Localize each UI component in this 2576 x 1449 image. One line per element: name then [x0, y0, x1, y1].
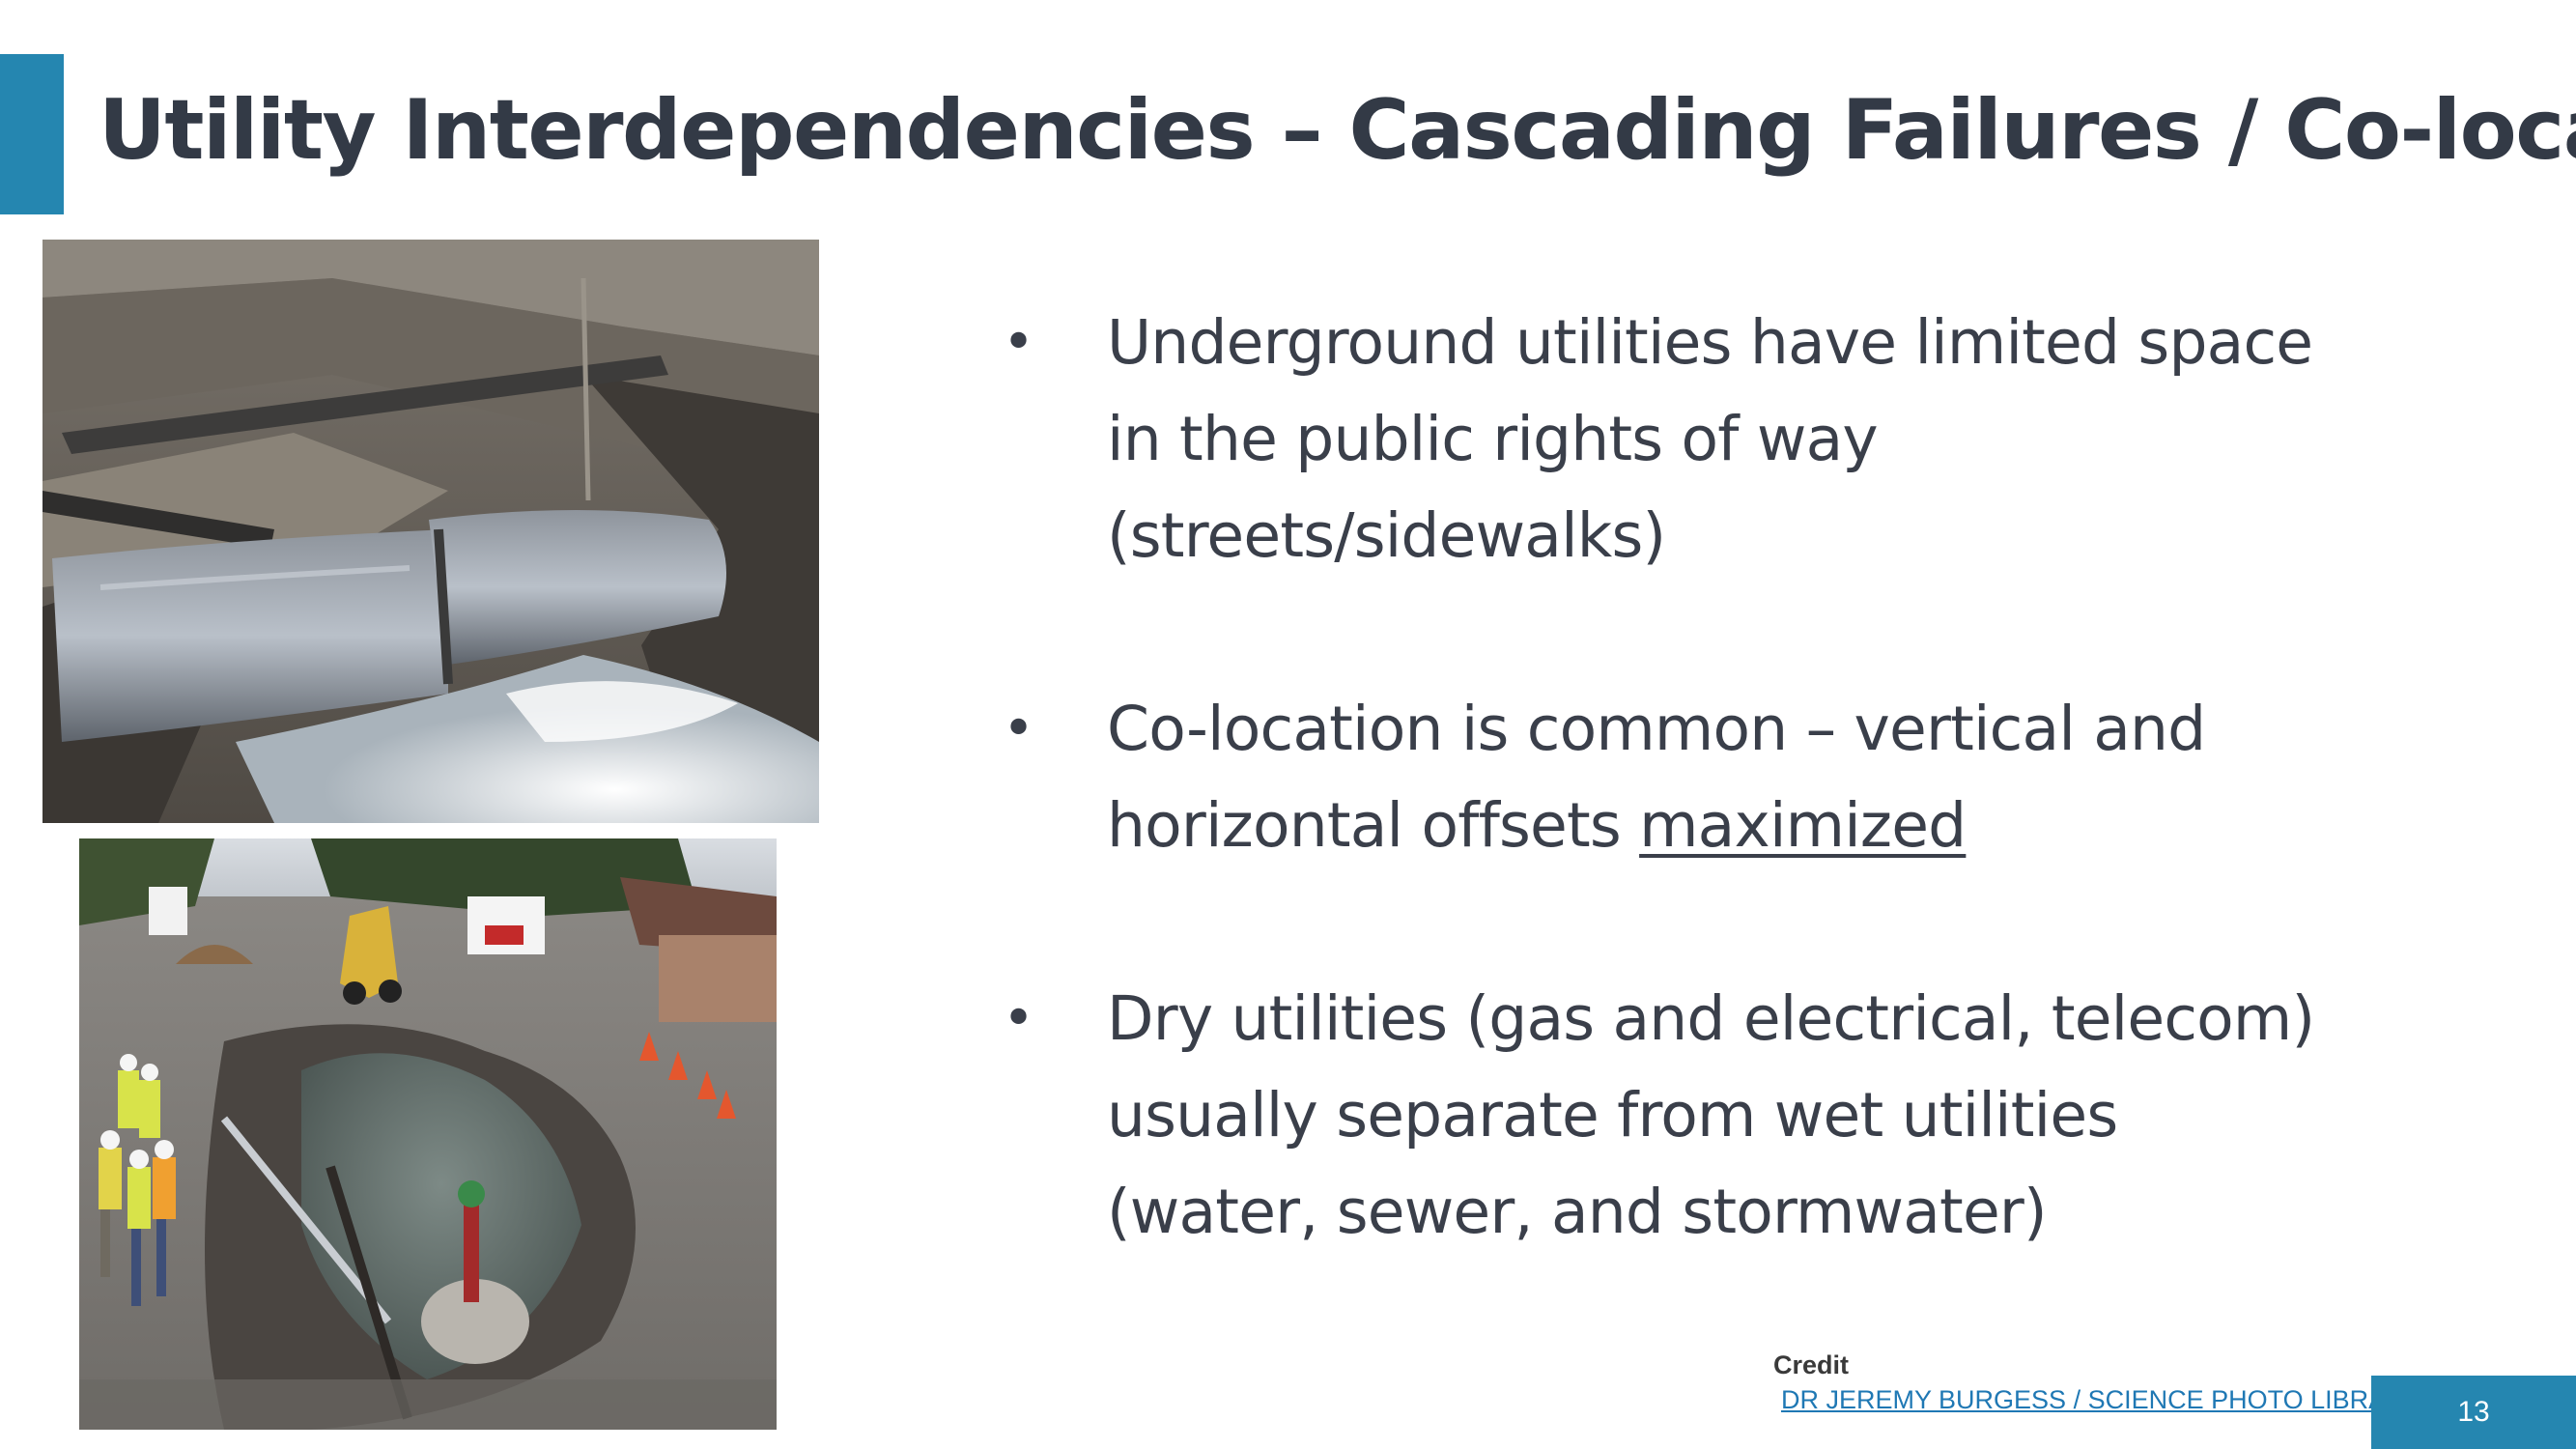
broken-pipe-photo — [42, 240, 819, 823]
emphasized-word: maximized — [1639, 790, 1967, 861]
bullet-line: (streets/sidewalks) — [1107, 500, 1666, 571]
bullet-item: • Co-location is common – vertical and h… — [995, 681, 2502, 874]
bullet-list: • Underground utilities have limited spa… — [995, 295, 2502, 1357]
page-number: 13 — [2457, 1396, 2490, 1428]
page-number-box: 13 — [2371, 1376, 2576, 1449]
street-excavation-photo — [79, 838, 777, 1430]
slide-title: Utility Interdependencies – Cascading Fa… — [99, 82, 2576, 179]
bullet-item: • Underground utilities have limited spa… — [995, 295, 2502, 584]
bullet-line: horizontal offsets maximized — [1107, 778, 2502, 874]
bullet-line: Dry utilities (gas and electrical, telec… — [1107, 983, 2315, 1054]
bullet-line: Co-location is common – vertical and — [1107, 694, 2206, 764]
bullet-symbol: • — [1003, 697, 1034, 760]
title-accent-bar — [0, 54, 64, 214]
bullet-item: • Dry utilities (gas and electrical, tel… — [995, 971, 2502, 1261]
credit-link[interactable]: DR JEREMY BURGESS / SCIENCE PHOTO LIBRAR… — [1781, 1385, 2422, 1414]
bullet-symbol: • — [1003, 311, 1034, 374]
bullet-line: in the public rights of way — [1107, 404, 1879, 474]
credit-label: Credit — [1773, 1350, 1850, 1379]
bullet-symbol: • — [1003, 987, 1034, 1050]
bullet-line: (water, sewer, and stormwater) — [1107, 1177, 2048, 1247]
bullet-text: horizontal offsets — [1107, 790, 1640, 861]
bullet-line: usually separate from wet utilities — [1107, 1080, 2118, 1151]
bullet-line: Underground utilities have limited space — [1107, 307, 2313, 378]
